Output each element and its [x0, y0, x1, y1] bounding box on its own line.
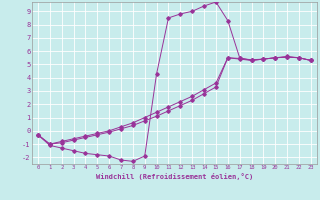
- X-axis label: Windchill (Refroidissement éolien,°C): Windchill (Refroidissement éolien,°C): [96, 173, 253, 180]
